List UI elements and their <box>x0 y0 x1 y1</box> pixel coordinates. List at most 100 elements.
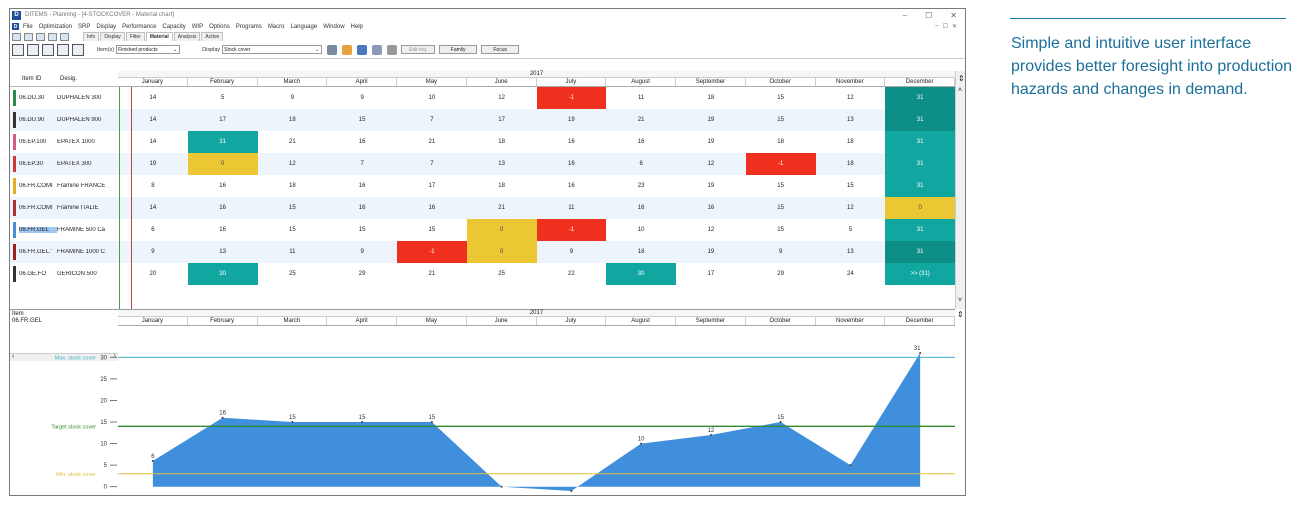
cell-july[interactable]: 9 <box>569 249 574 255</box>
cell-june[interactable]: 13 <box>498 161 505 167</box>
cell-april[interactable]: 29 <box>358 271 366 277</box>
cell-march[interactable]: 15 <box>289 227 296 233</box>
cell-august[interactable]: 30 <box>606 263 676 285</box>
row-header[interactable]: 06.FR.GEL FRAMINE 500 Ca <box>10 219 118 241</box>
cell-june[interactable]: 0 <box>466 219 537 241</box>
tab-info[interactable]: Info <box>83 32 100 41</box>
tab-analysis[interactable]: Analysis <box>173 32 201 41</box>
row-header[interactable]: 06.FR.COMI Framine ITALIE <box>10 197 118 219</box>
cell-june[interactable]: 12 <box>498 95 505 101</box>
cell-june[interactable]: 25 <box>498 271 505 277</box>
menu-item-optimization[interactable]: Optimization <box>38 23 73 30</box>
cell-february[interactable]: 13 <box>219 249 226 255</box>
cell-august[interactable]: 10 <box>637 227 645 233</box>
table-row[interactable]: 06.DU.90 DUPHALEN 900 14 17 18 15 7 17 19 21 19 15 1… <box>10 109 955 131</box>
cell-may[interactable]: 17 <box>428 183 436 189</box>
cell-june[interactable]: 17 <box>498 117 505 123</box>
scroll-down-icon[interactable]: ˅ <box>958 297 963 304</box>
cell-september[interactable]: 19 <box>707 139 715 145</box>
cell-february[interactable]: 30 <box>187 263 258 285</box>
cell-october[interactable]: 9 <box>778 249 783 255</box>
cell-october[interactable]: 29 <box>777 271 784 277</box>
cell-november[interactable]: 12 <box>847 95 854 101</box>
open-icon[interactable] <box>12 33 21 41</box>
menu-item-language[interactable]: Language <box>290 23 318 30</box>
cell-may[interactable]: 21 <box>428 271 436 277</box>
cell-october[interactable]: 15 <box>777 183 784 189</box>
row-header[interactable]: 06.DU.90 DUPHALEN 900 <box>10 109 118 131</box>
tab-display[interactable]: Display <box>100 32 125 41</box>
cell-may[interactable]: 7 <box>430 117 434 123</box>
menu-item-wip[interactable]: WIP <box>191 23 204 30</box>
cell-march[interactable]: 18 <box>289 183 296 189</box>
cell-march[interactable]: 21 <box>289 139 296 145</box>
filter-icon[interactable] <box>60 33 69 41</box>
menu-item-file[interactable]: File <box>23 23 33 30</box>
split-icon[interactable]: ⇕ <box>958 74 965 83</box>
child-minimize-button[interactable]: – <box>935 23 939 29</box>
cell-august[interactable]: 23 <box>637 183 645 189</box>
row-header[interactable]: 06.DU.30 DUPHALEN 300 <box>10 87 118 109</box>
menu-item-window[interactable]: Window <box>323 23 345 30</box>
cell-december[interactable]: 31 <box>885 153 955 175</box>
cell-september[interactable]: 19 <box>707 249 715 255</box>
cell-november[interactable]: 18 <box>847 161 854 167</box>
cell-september[interactable]: 17 <box>707 271 715 277</box>
cell-february[interactable]: 16 <box>219 183 226 189</box>
cell-june[interactable]: 21 <box>498 205 505 211</box>
col-header-item-id[interactable]: Item ID <box>22 75 42 82</box>
menu-item-srp[interactable]: SRP <box>78 23 91 30</box>
cell-december[interactable]: 31 <box>885 241 955 263</box>
cell-january[interactable]: 14 <box>149 95 157 101</box>
cell-january[interactable]: 6 <box>151 227 155 233</box>
row-header[interactable]: 06.FR.COMI Framine FRANCE <box>10 175 118 197</box>
cell-november[interactable]: 13 <box>847 249 854 255</box>
cell-april[interactable]: 9 <box>360 95 364 101</box>
table-row[interactable]: 06.FR.GEL FRAMINE 500 Ca 6 16 15 15 15 0 -1 10 12 1… <box>10 219 955 241</box>
cell-july[interactable]: 16 <box>568 161 575 167</box>
cell-june[interactable]: 18 <box>498 183 505 189</box>
cell-march[interactable]: 25 <box>289 271 296 277</box>
tab-action[interactable]: Action <box>201 32 224 41</box>
child-restore-button[interactable]: ☐ <box>942 24 948 30</box>
horizontal-scrollbar[interactable]: ‹ › <box>10 353 118 361</box>
cell-september[interactable]: 19 <box>707 183 715 189</box>
cell-december[interactable]: 31 <box>885 109 955 131</box>
menu-item-options[interactable]: Options <box>209 23 230 30</box>
minimize-button[interactable]: – <box>902 10 908 20</box>
cell-july[interactable]: 22 <box>568 271 575 277</box>
cell-january[interactable]: 14 <box>149 117 157 123</box>
cell-april[interactable]: 15 <box>358 117 366 123</box>
export-icon[interactable] <box>72 43 84 56</box>
cell-february[interactable]: 16 <box>219 205 226 211</box>
cell-may[interactable]: 10 <box>428 95 436 101</box>
transfer-icon[interactable] <box>357 44 368 55</box>
scroll-left-icon[interactable]: ‹ <box>12 353 15 360</box>
display-select[interactable]: Stock cover ⌄ <box>222 45 323 54</box>
table-row[interactable]: 06.EP.100 EPATEX 1000 14 31 21 16 21 18 16 16 19 18… <box>10 131 955 153</box>
list-view-icon[interactable] <box>57 43 69 56</box>
vertical-scrollbar[interactable]: ⇕ ˄ ˅ <box>955 71 965 309</box>
cell-august[interactable]: 6 <box>639 161 643 167</box>
items-select[interactable]: Finished products ⌄ <box>116 45 181 54</box>
table-row[interactable]: 06.FR.COMI Framine FRANCE 8 16 18 16 17 18 16 23 1… <box>10 175 955 197</box>
cell-july[interactable]: 16 <box>568 183 575 189</box>
menu-item-help[interactable]: Help <box>350 23 363 30</box>
cell-october[interactable]: 15 <box>777 227 784 233</box>
cell-march[interactable]: 18 <box>289 117 296 123</box>
cell-september[interactable]: 16 <box>707 205 715 211</box>
cell-july[interactable]: -1 <box>536 87 607 109</box>
cell-july[interactable]: -1 <box>536 219 607 241</box>
close-button[interactable]: ✕ <box>950 10 957 20</box>
scroll-right-icon[interactable]: › <box>113 353 116 360</box>
cell-october[interactable]: 15 <box>777 95 784 101</box>
cell-december[interactable]: 31 <box>885 175 955 197</box>
cell-december[interactable]: 0 <box>885 197 955 219</box>
document-icon[interactable] <box>372 44 383 55</box>
cell-january[interactable]: 20 <box>149 271 157 277</box>
cell-march[interactable]: 12 <box>289 161 296 167</box>
cell-november[interactable]: 15 <box>847 183 854 189</box>
cell-april[interactable]: 16 <box>358 183 366 189</box>
table-row[interactable]: 06.FR.COMI Framine ITALIE 14 16 15 16 16 21 11 16… <box>10 197 955 219</box>
cell-january[interactable]: 8 <box>151 183 155 189</box>
